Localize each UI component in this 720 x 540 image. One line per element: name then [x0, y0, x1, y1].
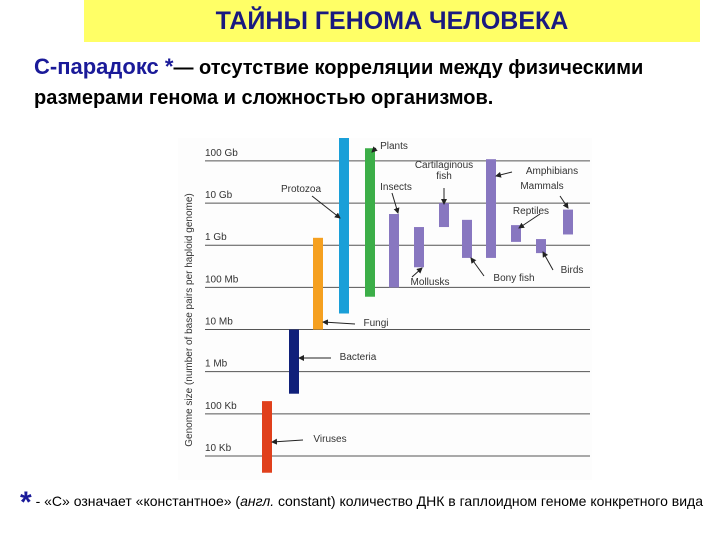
- range-bar: [414, 227, 424, 268]
- y-tick-label: 1 Mb: [205, 359, 228, 370]
- footnote: * - «С» означает «константное» (англ. co…: [20, 488, 710, 518]
- footnote-star: *: [20, 486, 32, 519]
- category-label: Mollusks: [410, 277, 450, 288]
- term: С-парадокс *: [34, 54, 174, 79]
- category-label: Viruses: [313, 434, 347, 445]
- y-tick-label: 100 Gb: [205, 148, 238, 159]
- footnote-text: - «С» означает «константное» (: [31, 493, 241, 509]
- category-label: Amphibians: [525, 166, 579, 177]
- y-tick-label: 10 Kb: [205, 443, 232, 454]
- range-bar: [536, 239, 546, 254]
- annotation-arrow: [322, 319, 356, 326]
- y-axis-label: Genome size (number of base pairs per ha…: [184, 193, 195, 446]
- annotation-arrow: [542, 251, 554, 271]
- range-bar: [486, 159, 496, 258]
- range-bar: [511, 225, 521, 242]
- definition: — отсутствие корреляции между физическим…: [34, 57, 644, 109]
- annotation-arrow: [518, 213, 541, 229]
- category-label: Bacteria: [339, 352, 377, 363]
- annotation-arrow: [470, 257, 485, 277]
- category-label: Insects: [380, 182, 412, 193]
- category-label: Mammals: [520, 181, 564, 192]
- y-tick-label: 10 Mb: [205, 317, 233, 328]
- annotation-arrow: [271, 438, 304, 445]
- range-bar: [313, 237, 323, 330]
- annotation-arrow: [559, 195, 569, 209]
- intro: С-парадокс *— отсутствие корреляции межд…: [34, 52, 674, 113]
- footnote-text: constant) количество ДНК в гаплоидном ге…: [274, 493, 703, 509]
- plot-area: [178, 138, 592, 480]
- range-bar: [563, 209, 573, 235]
- category-label: Reptiles: [512, 206, 550, 217]
- range-bar: [262, 401, 272, 473]
- range-bar: [365, 148, 375, 297]
- category-label: Cartilaginous fish: [414, 160, 474, 182]
- range-bar: [289, 329, 299, 394]
- range-bar: [339, 138, 349, 314]
- category-label: Plants: [380, 141, 408, 152]
- y-tick-label: 100 Kb: [205, 401, 237, 412]
- footnote-text: англ.: [240, 493, 275, 509]
- range-bar: [389, 214, 399, 288]
- category-label: Fungi: [363, 318, 389, 329]
- y-tick-label: 1 Gb: [205, 232, 227, 243]
- range-bar: [439, 203, 449, 228]
- category-label: Protozoa: [280, 184, 322, 195]
- annotation-arrow: [311, 195, 341, 219]
- category-label: Bony fish: [493, 273, 535, 284]
- range-bar: [462, 219, 472, 258]
- annotation-arrow: [495, 171, 513, 178]
- slide-title: ТАЙНЫ ГЕНОМА ЧЕЛОВЕКА: [84, 0, 700, 42]
- annotation-arrow: [371, 146, 378, 153]
- annotation-arrow: [411, 267, 423, 278]
- y-tick-label: 10 Gb: [205, 190, 233, 201]
- annotation-arrow: [391, 192, 400, 214]
- category-label: Birds: [560, 265, 584, 276]
- y-tick-label: 100 Mb: [205, 274, 239, 285]
